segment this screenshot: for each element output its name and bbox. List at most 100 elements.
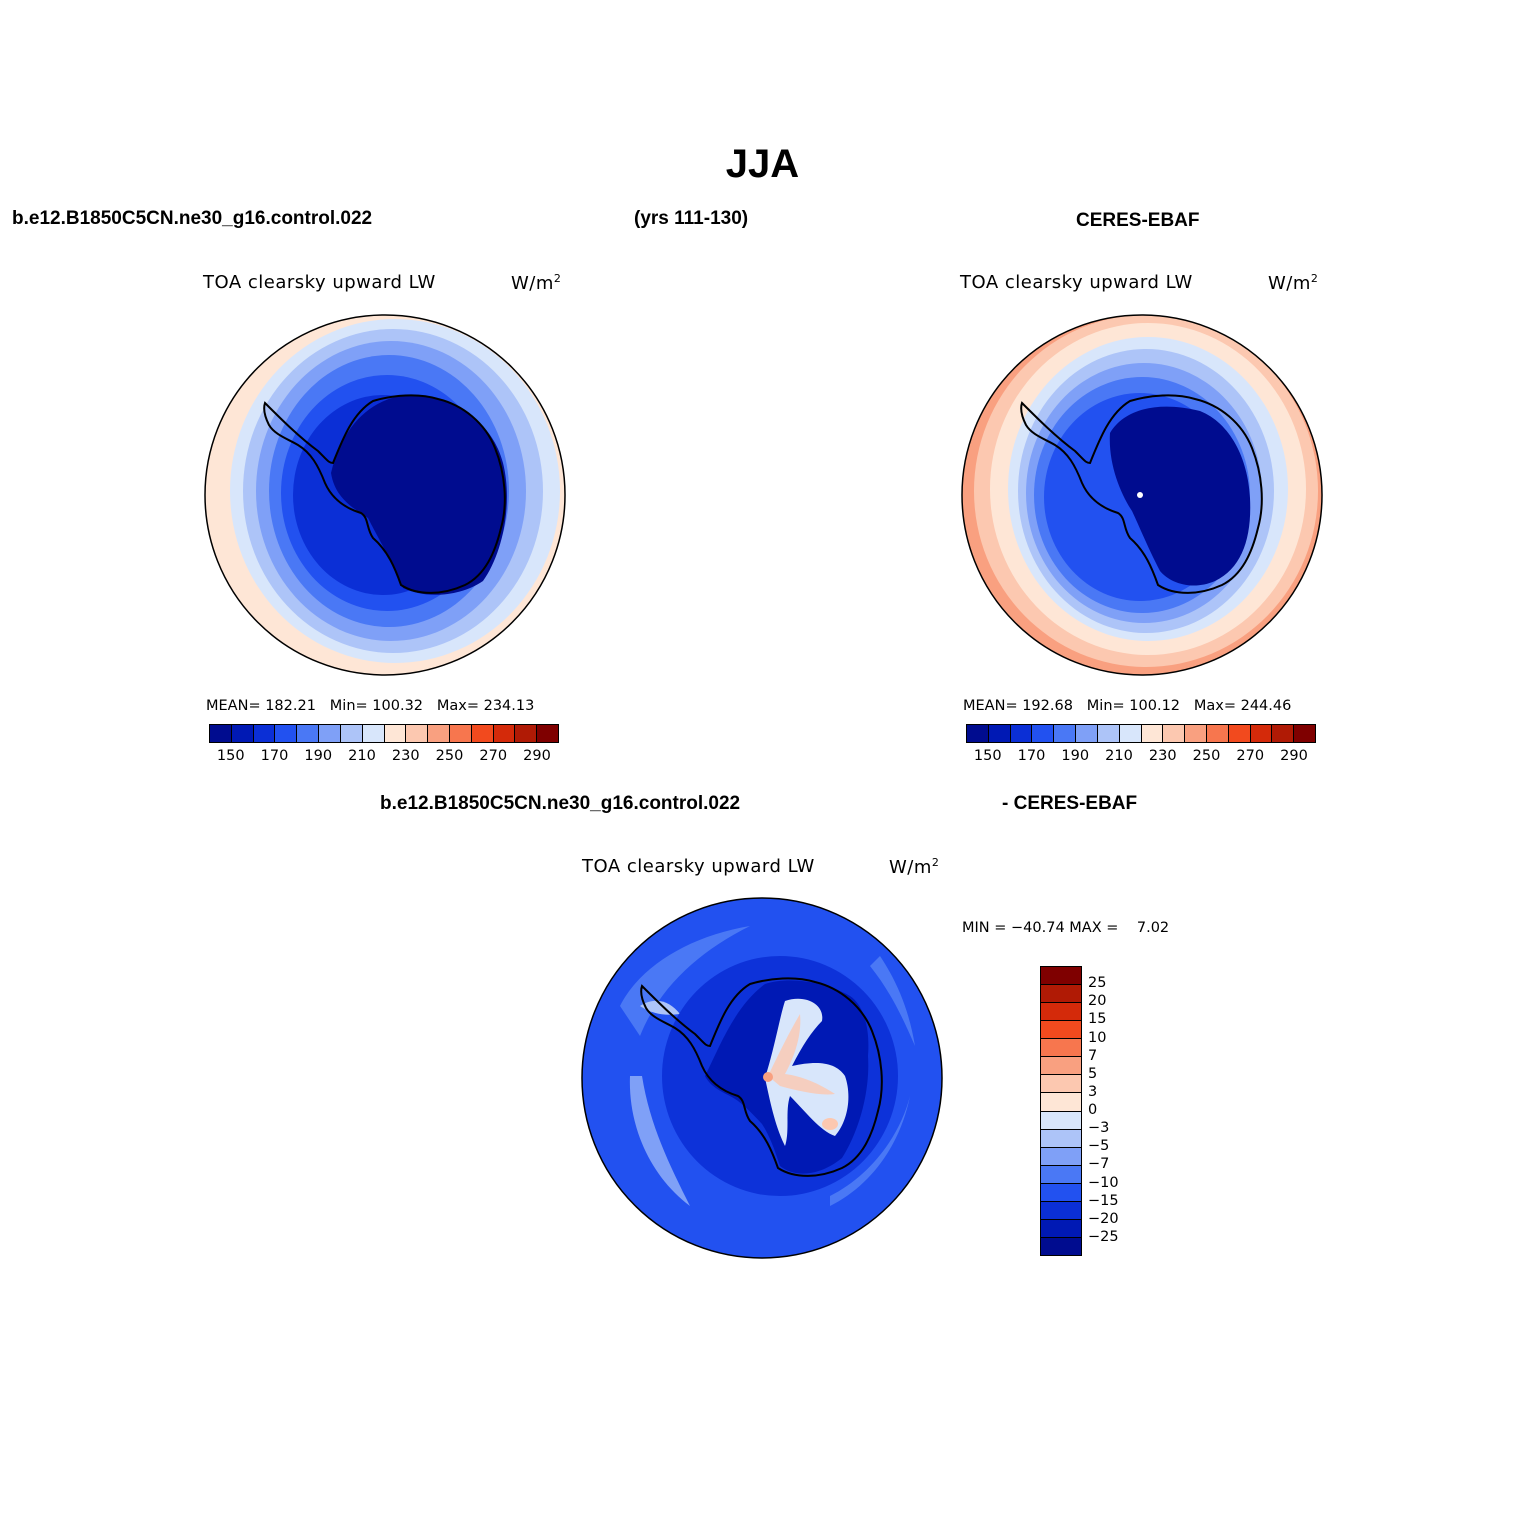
model-colorbar-swatch bbox=[297, 725, 320, 742]
obs-colorbar-swatch bbox=[1119, 725, 1142, 742]
model-polar-map bbox=[204, 314, 566, 676]
obs-colorbar-tick-label: 290 bbox=[1280, 748, 1308, 764]
diff-colorbar-swatch bbox=[1041, 1021, 1081, 1040]
diff-colorbar-tick-label: −15 bbox=[1088, 1192, 1119, 1209]
figure-title: JJA bbox=[725, 142, 800, 186]
model-colorbar bbox=[209, 724, 559, 743]
obs-polar-map bbox=[961, 314, 1323, 676]
diff-stats: MIN = −40.74 MAX = 7.02 bbox=[962, 920, 1170, 936]
model-variable-title: TOA clearsky upward LW bbox=[203, 272, 436, 293]
model-colorbar-swatch bbox=[253, 725, 276, 742]
model-colorbar-swatch bbox=[319, 725, 341, 742]
model-colorbar-swatch bbox=[340, 725, 363, 742]
model-colorbar-tick-label: 230 bbox=[391, 748, 420, 764]
model-colorbar-tick-label: 170 bbox=[260, 748, 289, 764]
diff-colorbar-tick-label: 15 bbox=[1088, 1011, 1107, 1028]
obs-colorbar-tick-label: 250 bbox=[1192, 748, 1221, 764]
model-colorbar-swatch bbox=[428, 725, 450, 742]
model-colorbar-swatch bbox=[471, 725, 494, 742]
obs-colorbar-tick-label: 230 bbox=[1148, 748, 1177, 764]
model-colorbar-tick-label: 270 bbox=[479, 748, 508, 764]
diff-colorbar-tick-label: −20 bbox=[1088, 1210, 1119, 1227]
obs-colorbar-swatch bbox=[1010, 725, 1033, 742]
diff-colorbar-swatch bbox=[1041, 1111, 1081, 1130]
diff-colorbar-swatch bbox=[1041, 1129, 1081, 1148]
model-units: W/m2 bbox=[511, 272, 562, 294]
diff-colorbar-tick-label: 25 bbox=[1088, 975, 1107, 992]
years-label: (yrs 111-130) bbox=[634, 208, 749, 229]
model-antarctica-coastline bbox=[263, 394, 506, 594]
obs-variable-title: TOA clearsky upward LW bbox=[960, 272, 1193, 293]
obs-colorbar-swatch bbox=[1163, 725, 1186, 742]
diff-colorbar-swatch bbox=[1041, 1147, 1081, 1166]
obs-antarctica-coastline bbox=[1020, 394, 1263, 594]
case-name: b.e12.B1850C5CN.ne30_g16.control.022 bbox=[12, 208, 373, 229]
obs-colorbar-swatch bbox=[967, 725, 989, 742]
diff-colorbar-swatch bbox=[1041, 1003, 1081, 1022]
model-colorbar-swatch bbox=[406, 725, 429, 742]
diff-colorbar bbox=[1040, 966, 1082, 1256]
diff-colorbar-tick-label: 10 bbox=[1088, 1029, 1107, 1046]
diff-colorbar-swatch bbox=[1041, 1165, 1081, 1184]
obs-colorbar-swatch bbox=[1250, 725, 1273, 742]
obs-colorbar-swatch bbox=[1185, 725, 1207, 742]
diff-variable-title: TOA clearsky upward LW bbox=[582, 856, 815, 877]
diff-colorbar-swatch bbox=[1041, 1201, 1081, 1220]
diff-colorbar-swatch bbox=[1041, 967, 1081, 986]
obs-colorbar-labels: 150 170 190 210 230 250 270 290 bbox=[966, 748, 1316, 768]
obs-colorbar-swatch bbox=[1272, 725, 1295, 742]
obs-colorbar-swatch bbox=[1141, 725, 1164, 742]
diff-colorbar-tick-label: 3 bbox=[1088, 1083, 1098, 1100]
model-map-boundary bbox=[204, 314, 566, 676]
obs-colorbar bbox=[966, 724, 1316, 743]
obs-colorbar-swatch bbox=[1097, 725, 1120, 742]
diff-colorbar-tick-label: −7 bbox=[1088, 1156, 1110, 1173]
diff-colorbar-tick-label: 7 bbox=[1088, 1047, 1098, 1064]
diff-colorbar-swatch bbox=[1041, 1039, 1081, 1058]
obs-stats: MEAN= 192.68 Min= 100.12 Max= 244.46 bbox=[963, 698, 1292, 714]
diff-colorbar-labels: 25 20 15 10 7 5 3 0 −3 −5 −7 −10 −15 −20 −25 bbox=[1088, 966, 1148, 1256]
diff-colorbar-swatch bbox=[1041, 1219, 1081, 1238]
model-colorbar-swatch bbox=[537, 725, 558, 742]
obs-colorbar-swatch bbox=[1054, 725, 1077, 742]
diff-colorbar-tick-label: −5 bbox=[1088, 1138, 1110, 1155]
model-stats: MEAN= 182.21 Min= 100.32 Max= 234.13 bbox=[206, 698, 535, 714]
obs-colorbar-tick-label: 150 bbox=[973, 748, 1002, 764]
model-colorbar-tick-label: 250 bbox=[435, 748, 464, 764]
diff-map-boundary bbox=[581, 897, 943, 1259]
model-colorbar-tick-label: 150 bbox=[216, 748, 245, 764]
diff-units: W/m2 bbox=[889, 856, 940, 878]
obs-colorbar-tick-label: 270 bbox=[1236, 748, 1265, 764]
diff-colorbar-tick-label: 5 bbox=[1088, 1065, 1098, 1082]
model-colorbar-tick-label: 290 bbox=[523, 748, 551, 764]
diff-colorbar-swatch bbox=[1041, 1237, 1081, 1255]
obs-colorbar-swatch bbox=[1206, 725, 1229, 742]
diff-obs-name: - CERES-EBAF bbox=[1002, 793, 1138, 814]
obs-name: CERES-EBAF bbox=[1076, 210, 1200, 231]
diff-colorbar-tick-label: −3 bbox=[1088, 1120, 1110, 1137]
diff-colorbar-tick-label: 20 bbox=[1088, 993, 1107, 1010]
diff-colorbar-tick-label: 0 bbox=[1088, 1102, 1098, 1118]
model-colorbar-swatch bbox=[210, 725, 232, 742]
model-colorbar-tick-label: 210 bbox=[348, 748, 376, 764]
diff-antarctica-coastline bbox=[640, 977, 883, 1177]
model-colorbar-swatch bbox=[231, 725, 254, 742]
obs-colorbar-tick-label: 210 bbox=[1105, 748, 1133, 764]
obs-colorbar-swatch bbox=[1076, 725, 1098, 742]
model-colorbar-swatch bbox=[515, 725, 538, 742]
obs-colorbar-tick-label: 170 bbox=[1017, 748, 1046, 764]
model-colorbar-tick-label: 190 bbox=[304, 748, 333, 764]
model-colorbar-swatch bbox=[493, 725, 516, 742]
obs-pole-marker bbox=[1137, 492, 1143, 498]
obs-colorbar-tick-label: 190 bbox=[1061, 748, 1090, 764]
diff-colorbar-swatch bbox=[1041, 1093, 1081, 1112]
diff-colorbar-tick-label: −25 bbox=[1088, 1228, 1119, 1245]
obs-map-boundary bbox=[961, 314, 1323, 676]
obs-colorbar-swatch bbox=[1294, 725, 1315, 742]
diff-colorbar-tick-label: −10 bbox=[1088, 1174, 1119, 1191]
obs-colorbar-swatch bbox=[988, 725, 1011, 742]
obs-colorbar-swatch bbox=[1032, 725, 1055, 742]
model-colorbar-swatch bbox=[449, 725, 472, 742]
obs-units: W/m2 bbox=[1268, 272, 1319, 294]
diff-colorbar-swatch bbox=[1041, 1075, 1081, 1094]
